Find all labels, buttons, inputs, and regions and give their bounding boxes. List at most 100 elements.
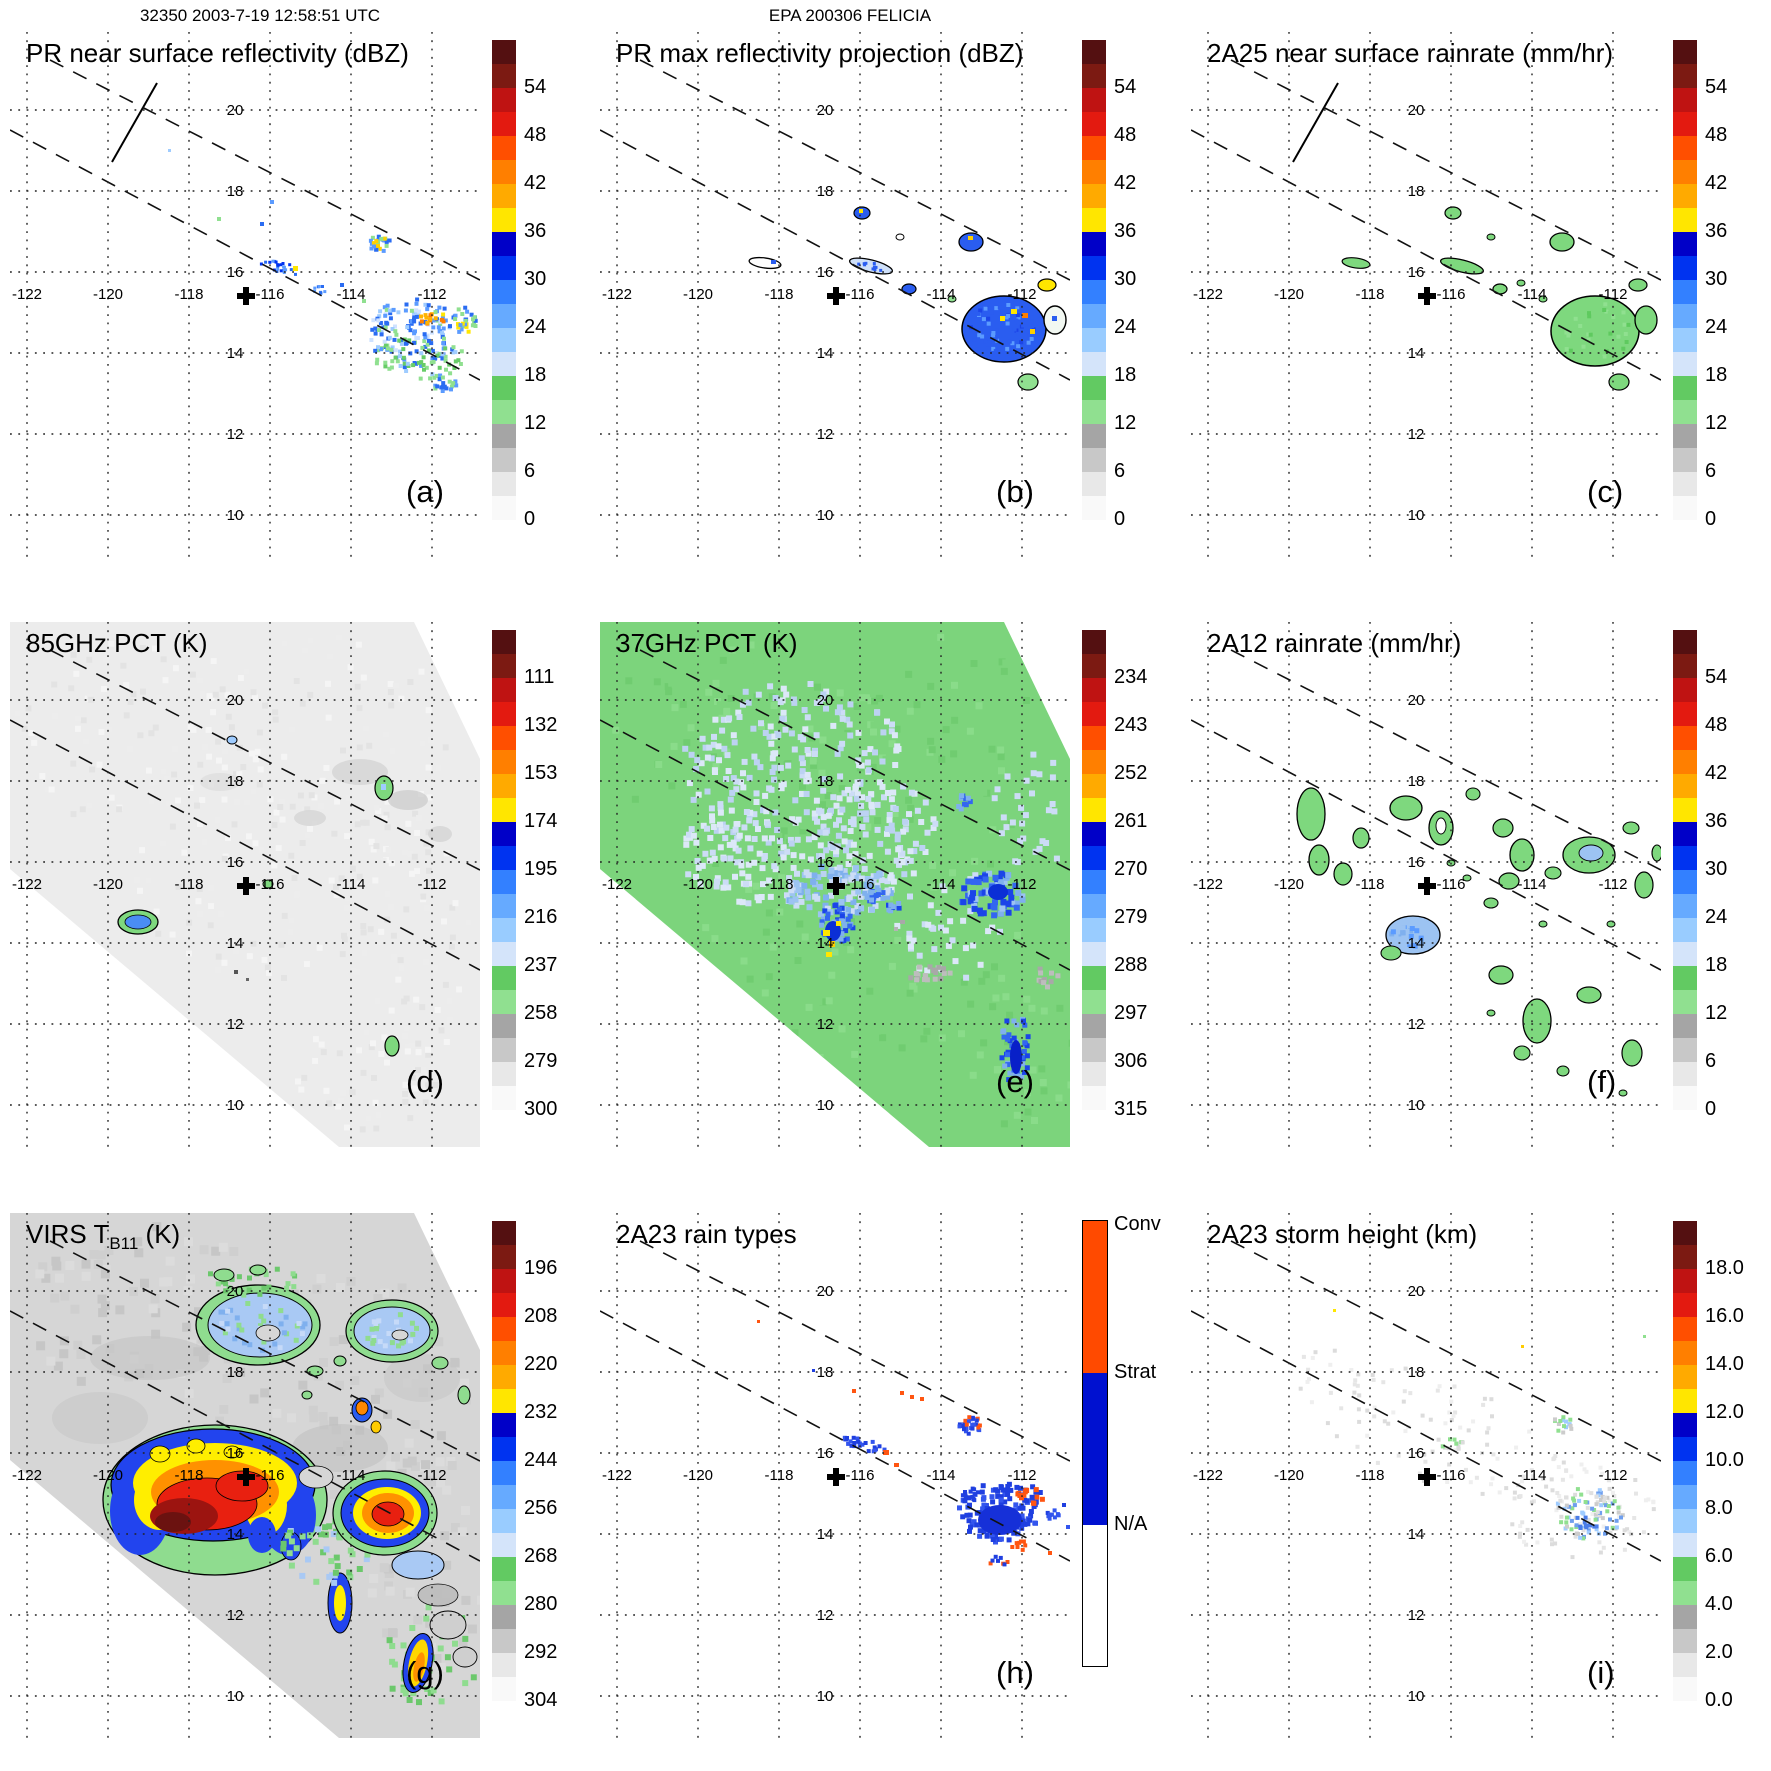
colorbar-labels-b: 54 48 42 36 30 24 18 12 6 0	[1114, 40, 1178, 540]
grid-lines	[1191, 622, 1661, 1147]
grid-labels: 20 18 16 14 12 10 -122 -120 -118 -116 -114 -112	[602, 102, 1036, 524]
map-c: 20 18 16 14 12 10 -122 -120 -118 -116 -114 -112 2A2…	[1191, 32, 1661, 557]
colorbar-tick-label: 268	[524, 1545, 558, 1567]
colorbar-tick-label: 288	[1114, 954, 1148, 976]
map-canvas-g: 20 18 16 14 12 10 -122 -120 -118 -116 -114 -112	[10, 1213, 480, 1738]
panel-g: 20 18 16 14 12 10 -122 -120 -118 -116 -114 -112 VIR…	[0, 1181, 590, 1771]
data-blob	[248, 1517, 276, 1553]
data-blob	[1628, 278, 1648, 292]
colorbar-tick-label: 243	[1114, 714, 1148, 736]
colorbar-segment	[1673, 40, 1697, 64]
colorbar-tick-label: 315	[1114, 1098, 1148, 1120]
panel-letter: (h)	[996, 1655, 1034, 1690]
colorbar-segment	[1082, 400, 1106, 424]
colorbar-segment	[1673, 1677, 1697, 1701]
lon-label: -118	[765, 876, 794, 893]
lat-label: 18	[1408, 183, 1425, 200]
lon-label: -118	[1356, 876, 1385, 893]
raintype-label: N/A	[1114, 1513, 1148, 1535]
panel-letter: (g)	[406, 1655, 444, 1690]
colorbar-tick-label: 18.0	[1705, 1257, 1744, 1279]
lon-label: -112	[1008, 286, 1037, 303]
lat-label: 10	[1408, 507, 1425, 524]
map-e: 20 18 16 14 12 10 -122 -120 -118 -116 -114 -112 37G…	[600, 622, 1070, 1147]
panel-i: 20 18 16 14 12 10 -122 -120 -118 -116 -114 -112 2A2…	[1181, 1181, 1771, 1771]
colorbar-segment	[1673, 376, 1697, 400]
colorbar-segment	[492, 1317, 516, 1341]
lon-label: -116	[1437, 1467, 1466, 1484]
data-speckles	[968, 303, 1038, 354]
data-blob	[1483, 897, 1499, 909]
lon-label: -112	[1008, 876, 1037, 893]
lat-label: 16	[227, 1445, 244, 1462]
panel-title: 2A25 near surface rainrate (mm/hr)	[1207, 38, 1613, 73]
lat-label: 18	[817, 183, 834, 200]
colorbar-segment	[1673, 1389, 1697, 1413]
colorbar-tick-label: 234	[1114, 666, 1148, 688]
data-blob	[1486, 233, 1496, 241]
data-blob	[947, 295, 957, 303]
colorbar-segment	[1673, 822, 1697, 846]
colorbar-segment	[1082, 966, 1106, 990]
data-pixel	[771, 260, 776, 264]
colorbar-tick-label: 6	[1705, 1050, 1717, 1072]
colorbar-labels-e: 234 243 252 261 270 279 288 297 306 315	[1114, 630, 1178, 1130]
data-speckles	[419, 312, 446, 326]
data-blob	[1486, 1009, 1496, 1017]
colorbar-labels-a: 54 48 42 36 30 24 18 12 6 0	[524, 40, 588, 540]
data-speckles	[259, 259, 297, 276]
colorbar-tick-label: 258	[524, 1002, 558, 1024]
colorbar-tick-label: 54	[524, 76, 547, 98]
lon-label: -116	[1437, 286, 1466, 303]
colorbar-segment	[1082, 280, 1106, 304]
colorbar-labels-d: 111 132 153 174 195 216 237 258 279 300	[524, 630, 588, 1130]
colorbar-segment	[492, 328, 516, 352]
grid-labels: 20 18 16 14 12 10 -122 -120 -118 -116 -114 -112	[602, 1283, 1036, 1705]
data-blob	[223, 1445, 241, 1459]
grid-labels: 20 18 16 14 12 10 -122 -120 -118 -116 -114 -112	[602, 692, 1036, 1114]
colorbar-segment	[492, 424, 516, 448]
colorbar-segment	[1673, 1269, 1697, 1293]
panel-f: 20 18 16 14 12 10 -122 -120 -118 -116 -114 -112 2A1…	[1181, 590, 1771, 1180]
panel-h: 20 18 16 14 12 10 -122 -120 -118 -116 -114 -112 2A2…	[590, 1181, 1180, 1771]
lat-label: 12	[1408, 1016, 1425, 1033]
data-pixel	[910, 1395, 914, 1399]
colorbar-segment	[492, 1293, 516, 1317]
lat-label: 18	[227, 183, 244, 200]
data-speckles	[956, 793, 973, 812]
colorbar-segment	[492, 990, 516, 1014]
raintype-segment-conv	[1083, 1221, 1107, 1373]
colorbar-segment	[1082, 678, 1106, 702]
data-blob	[149, 1445, 171, 1463]
colorbar-segment	[1673, 472, 1697, 496]
lat-label: 16	[817, 854, 834, 871]
data-speckles	[908, 964, 953, 983]
panel-title: 2A23 storm height (km)	[1207, 1219, 1477, 1254]
grid-lines	[10, 1213, 480, 1738]
data-speckles	[991, 751, 1060, 866]
lat-label: 18	[817, 773, 834, 790]
colorbar-tick-label: 12	[1705, 1002, 1728, 1024]
colorbar-labels-h: Conv Strat N/A	[1114, 1213, 1178, 1721]
lon-label: -112	[418, 286, 447, 303]
data-speckles	[683, 807, 797, 907]
data-blob	[1578, 844, 1604, 862]
colorbar-tick-label: 0	[1114, 508, 1126, 530]
colorbar-segment	[1673, 702, 1697, 726]
data-pixel	[859, 209, 863, 213]
data-blob	[1333, 862, 1353, 886]
data-pixel	[836, 921, 841, 926]
lat-label: 18	[227, 1364, 244, 1381]
colorbar-segment	[1673, 1509, 1697, 1533]
swath-edge-lines	[10, 1240, 480, 1562]
map-f: 20 18 16 14 12 10 -122 -120 -118 -116 -114 -112 2A1…	[1191, 622, 1661, 1147]
data-blob	[1538, 920, 1548, 928]
colorbar-segment	[1673, 1413, 1697, 1437]
lon-label: -122	[12, 286, 42, 303]
colorbar-tick-label: 174	[524, 810, 558, 832]
colorbar-tick-label: 6	[1705, 460, 1717, 482]
data-blob	[988, 884, 1008, 900]
data-blob	[334, 1585, 346, 1621]
colorbar-segment	[1673, 1062, 1697, 1086]
lon-label: -114	[337, 286, 366, 303]
